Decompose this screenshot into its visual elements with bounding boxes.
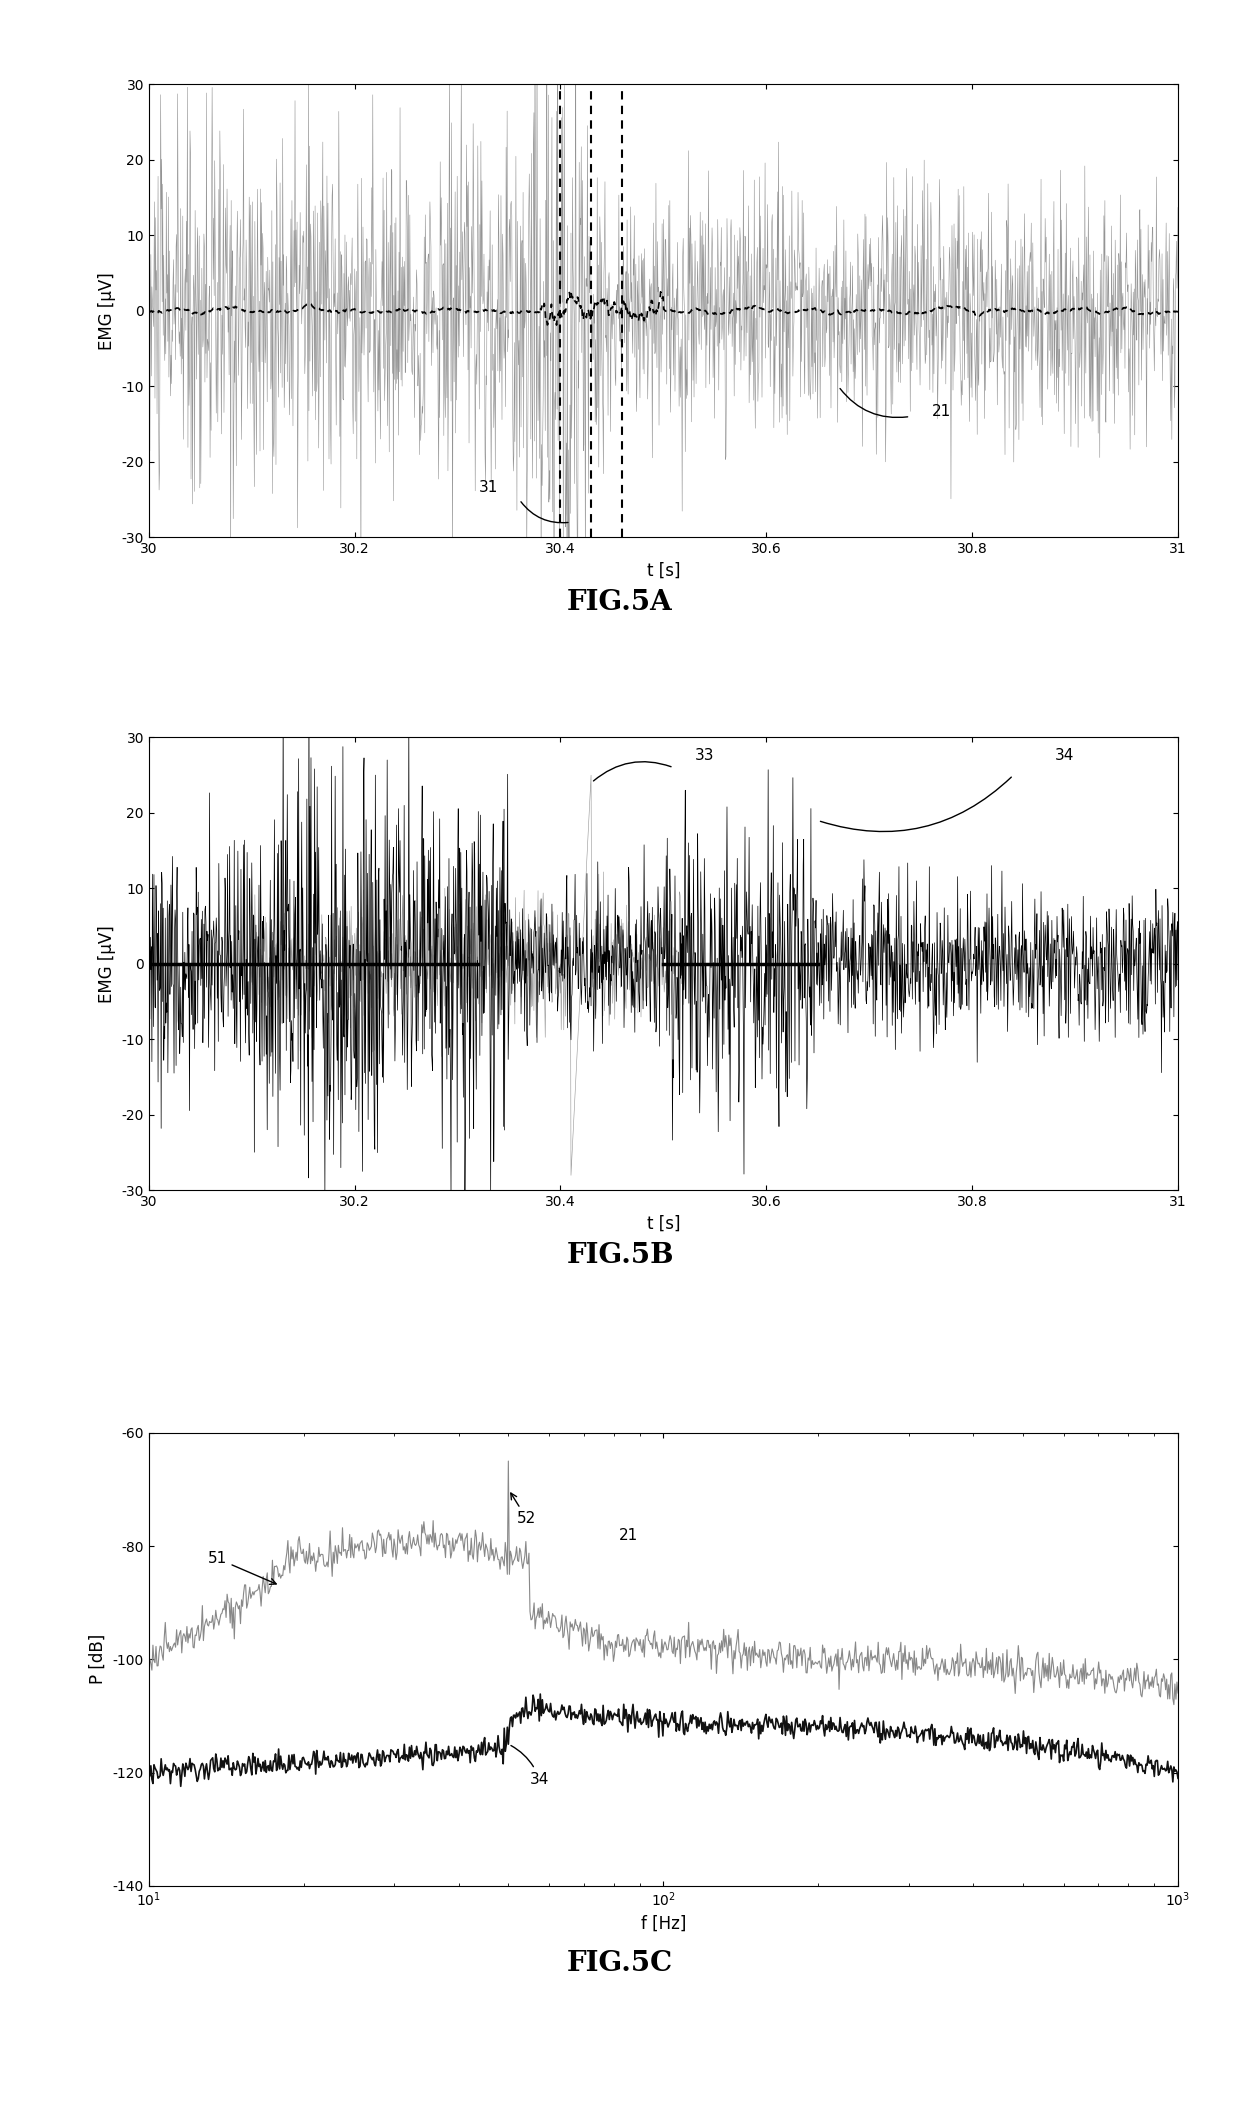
Text: 31: 31 [479,480,498,495]
Text: 51: 51 [207,1551,277,1584]
X-axis label: f [Hz]: f [Hz] [641,1915,686,1932]
Text: FIG.5C: FIG.5C [567,1951,673,1976]
Text: 52: 52 [511,1494,537,1525]
Y-axis label: P [dB]: P [dB] [89,1635,107,1683]
Text: FIG.5A: FIG.5A [567,590,673,615]
Text: 21: 21 [931,405,951,419]
X-axis label: t [s]: t [s] [646,1216,681,1233]
Text: 34: 34 [511,1745,549,1787]
Text: 34: 34 [1055,748,1075,763]
Y-axis label: EMG [μV]: EMG [μV] [98,272,115,350]
Text: 21: 21 [619,1528,639,1542]
Text: FIG.5B: FIG.5B [567,1243,673,1268]
X-axis label: t [s]: t [s] [646,563,681,579]
Text: 33: 33 [694,748,714,763]
Y-axis label: EMG [μV]: EMG [μV] [98,925,115,1003]
